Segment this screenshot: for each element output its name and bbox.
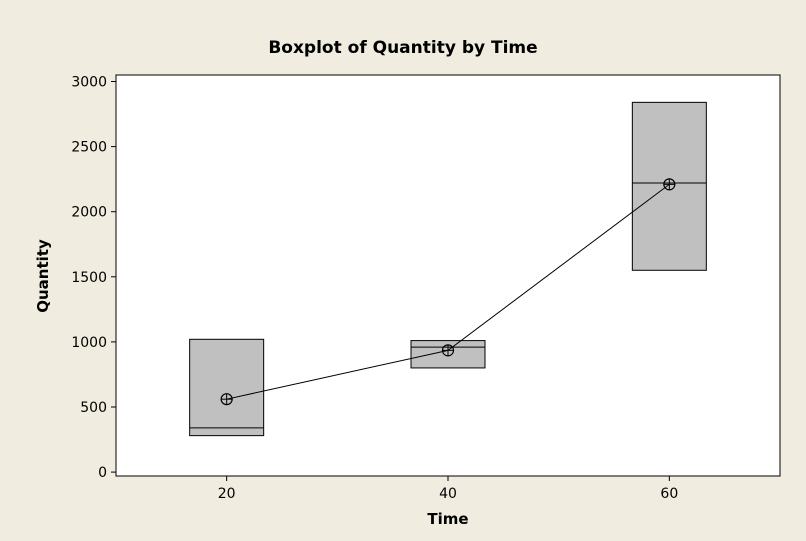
chart-marks: 0 500 1000 1500 2000 2500 3000 20 40 60: [71, 75, 707, 502]
y-tick-label: 0: [98, 465, 107, 481]
y-tick-label: 2500: [71, 140, 107, 156]
y-tick-label: 3000: [71, 75, 107, 91]
x-tick-label: 40: [439, 486, 457, 502]
box: [189, 338, 265, 437]
y-tick-label: 1500: [71, 270, 107, 286]
chart-title: Boxplot of Quantity by Time: [268, 38, 537, 58]
y-tick-label: 1000: [71, 335, 107, 351]
y-axis-title: Quantity: [34, 239, 52, 313]
x-tick-label: 60: [660, 486, 678, 502]
y-tick-label: 2000: [71, 205, 107, 221]
y-tick-label: 500: [80, 400, 107, 416]
x-tick-label: 20: [218, 486, 236, 502]
x-axis-title: Time: [427, 510, 468, 528]
